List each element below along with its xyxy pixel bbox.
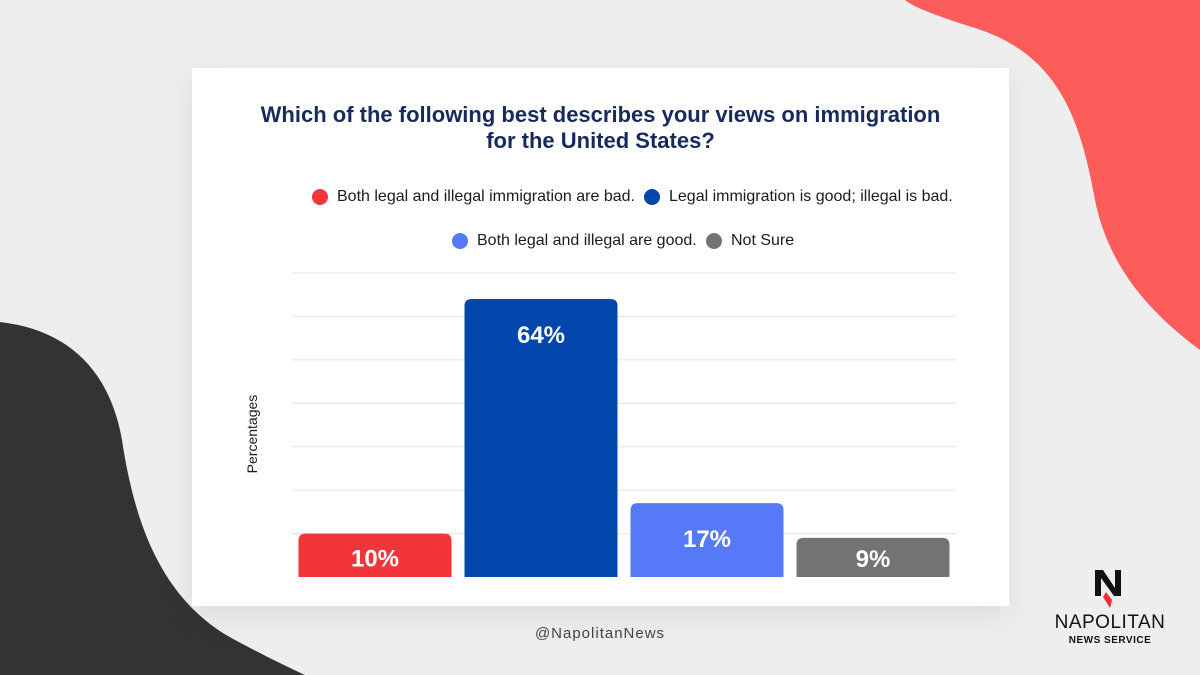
napolitan-n-icon: [1095, 570, 1121, 608]
napolitan-logo: NAPOLITAN NEWS SERVICE: [1040, 566, 1180, 656]
legend-item-both-bad: Both legal and illegal immigration are b…: [312, 187, 635, 207]
chart-title-line-1: Which of the following best describes yo…: [260, 102, 941, 127]
legend-label-both-bad: Both legal and illegal immigration are b…: [337, 188, 635, 205]
chart-card: Which of the following best describes yo…: [192, 68, 1009, 606]
legend-dot-blue: [644, 189, 660, 205]
legend-label-both-good: Both legal and illegal are good.: [477, 232, 697, 249]
bar-2: [464, 299, 618, 577]
legend-item-not-sure: Not Sure: [706, 231, 794, 251]
bar-chart: 10% 64% 17% 9%: [292, 272, 956, 577]
legend-dot-light-blue: [452, 233, 468, 249]
legend-dot-red: [312, 189, 328, 205]
legend-item-both-good: Both legal and illegal are good.: [452, 231, 697, 251]
logo-subtitle: NEWS SERVICE: [1068, 635, 1152, 646]
legend-label-legal-good: Legal immigration is good; illegal is ba…: [669, 188, 953, 205]
legend-item-legal-good: Legal immigration is good; illegal is ba…: [644, 187, 953, 207]
dark-blob: [0, 322, 305, 675]
social-handle: @NapolitanNews: [534, 625, 666, 642]
chart-title-line-2: for the United States?: [486, 128, 715, 153]
bar-3: [630, 503, 784, 577]
bar-label-2: 64%: [517, 322, 565, 349]
legend-dot-gray: [706, 233, 722, 249]
legend-label-not-sure: Not Sure: [731, 232, 795, 249]
bar-label-1: 10%: [351, 546, 399, 573]
bar-label-3: 17%: [683, 526, 731, 553]
logo-name: NAPOLITAN: [1054, 612, 1166, 633]
bar-1: [298, 533, 452, 577]
bar-label-4: 9%: [856, 546, 891, 573]
bar-4: [796, 537, 950, 577]
chart-title: Which of the following best describes yo…: [192, 102, 1009, 154]
coral-blob: [905, 0, 1200, 350]
